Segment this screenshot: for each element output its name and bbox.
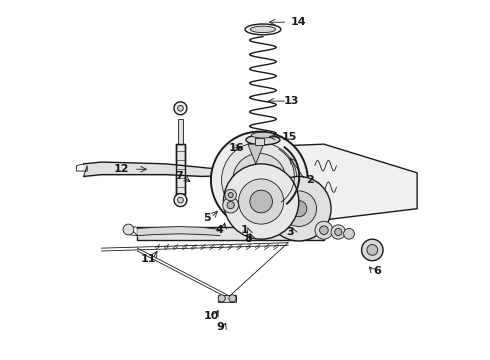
Text: 9: 9 (216, 322, 224, 332)
Circle shape (281, 191, 317, 226)
Text: 11: 11 (141, 254, 156, 264)
Circle shape (245, 166, 274, 194)
Text: 3: 3 (286, 227, 294, 237)
Ellipse shape (250, 26, 275, 33)
Bar (218, 295, 236, 302)
Text: 2: 2 (306, 175, 314, 185)
Ellipse shape (245, 24, 281, 35)
Polygon shape (248, 144, 264, 164)
Circle shape (229, 295, 236, 302)
Circle shape (319, 226, 328, 234)
Circle shape (331, 225, 345, 239)
Circle shape (221, 142, 297, 218)
Text: 15: 15 (282, 132, 297, 142)
Text: 7: 7 (175, 171, 183, 181)
Circle shape (211, 132, 308, 228)
Text: 16: 16 (228, 143, 244, 153)
Circle shape (225, 189, 236, 201)
Circle shape (315, 221, 333, 239)
Text: 6: 6 (374, 266, 382, 276)
Circle shape (343, 228, 354, 239)
Circle shape (233, 153, 286, 207)
Circle shape (267, 176, 331, 241)
Circle shape (291, 201, 307, 217)
Circle shape (239, 179, 284, 224)
Bar (255, 138, 264, 145)
Circle shape (174, 194, 187, 207)
Circle shape (218, 295, 225, 302)
Circle shape (362, 239, 383, 261)
Circle shape (223, 164, 299, 239)
Text: 13: 13 (284, 96, 299, 106)
Circle shape (223, 197, 239, 213)
Circle shape (123, 224, 134, 235)
Text: 1: 1 (241, 225, 249, 235)
Circle shape (227, 202, 234, 209)
Circle shape (250, 190, 272, 213)
Circle shape (177, 197, 183, 203)
Text: 10: 10 (203, 311, 219, 321)
Circle shape (174, 102, 187, 115)
Ellipse shape (246, 135, 280, 145)
Circle shape (253, 174, 265, 186)
Polygon shape (176, 144, 185, 194)
Circle shape (335, 228, 342, 235)
Text: 14: 14 (291, 17, 307, 27)
Ellipse shape (251, 132, 274, 138)
Circle shape (367, 244, 378, 255)
Polygon shape (137, 227, 324, 240)
Circle shape (228, 193, 233, 198)
Text: 12: 12 (114, 164, 129, 174)
Text: 5: 5 (203, 213, 211, 222)
Circle shape (177, 105, 183, 111)
Polygon shape (281, 144, 417, 223)
Text: 4: 4 (216, 225, 224, 235)
Polygon shape (178, 119, 183, 144)
Text: 8: 8 (245, 234, 252, 244)
